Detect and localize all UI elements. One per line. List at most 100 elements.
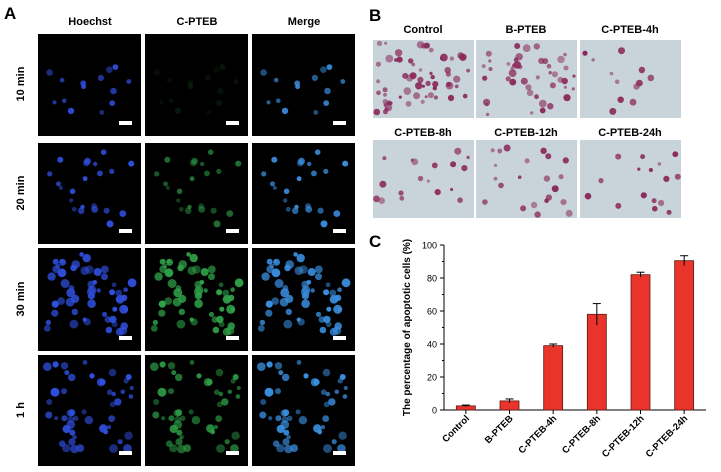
cell-nucleus (69, 429, 76, 436)
cell-nucleus (265, 309, 273, 317)
cell-nucleus (222, 295, 232, 304)
cell-nucleus (261, 272, 270, 281)
micrograph-pteb-10-min (145, 34, 248, 136)
cell-nucleus (128, 160, 135, 167)
cell-nucleus (115, 327, 124, 336)
cell-nucleus (204, 74, 211, 81)
scale-bar (119, 121, 132, 125)
cell-nucleus (109, 401, 116, 408)
cell-nucleus (286, 435, 291, 440)
stained-cell (514, 43, 521, 49)
cell-nucleus (324, 87, 331, 95)
cell-nucleus (99, 110, 105, 115)
cell-nucleus (208, 273, 215, 281)
cell-nucleus (206, 110, 212, 115)
cell-nucleus (266, 258, 273, 265)
stained-cell (461, 165, 468, 172)
cell-nucleus (270, 181, 275, 187)
stain-label-b-pteb: B-PTEB (505, 24, 547, 36)
cell-nucleus (296, 360, 302, 365)
stained-cell (485, 50, 492, 57)
cell-nucleus (266, 361, 273, 368)
cell-nucleus (101, 311, 108, 317)
cell-nucleus (164, 297, 172, 305)
cell-nucleus (60, 362, 69, 370)
stained-cell (572, 74, 576, 78)
stained-cell (525, 84, 532, 91)
cell-nucleus (210, 207, 217, 214)
cell-nucleus (314, 265, 323, 274)
stained-cell (498, 182, 504, 189)
cell-nucleus (218, 282, 224, 288)
stained-cell (637, 167, 641, 171)
cell-nucleus (93, 161, 98, 167)
cell-nucleus (299, 265, 308, 274)
scale-bar (333, 121, 346, 125)
stained-cell (382, 87, 388, 93)
cell-nucleus (226, 210, 234, 217)
cell-nucleus (230, 287, 235, 292)
stained-cell (403, 87, 412, 95)
stained-cell (445, 81, 454, 90)
stained-cell (394, 49, 403, 57)
cell-nucleus (179, 435, 184, 440)
stained-cell (571, 87, 575, 91)
cell-nucleus (284, 264, 291, 272)
cell-nucleus (203, 378, 212, 387)
bar-c-pteb-8h (586, 313, 607, 411)
cell-nucleus (340, 79, 346, 84)
stained-cell (383, 92, 387, 97)
cell-nucleus (271, 156, 278, 163)
cell-nucleus (213, 220, 221, 228)
cell-nucleus (280, 420, 290, 429)
cell-nucleus (224, 439, 230, 445)
micrograph-hoechst-1-h (38, 355, 141, 466)
cell-nucleus (97, 170, 103, 177)
stained-cell (551, 71, 558, 78)
stained-cell (411, 158, 419, 166)
cell-nucleus (120, 389, 126, 395)
stained-cell (534, 211, 541, 218)
stained-cell (454, 147, 462, 155)
cell-nucleus (216, 315, 224, 324)
micrograph-hoechst-10-min (38, 34, 141, 136)
cell-nucleus (285, 206, 291, 212)
stained-cell (420, 99, 425, 104)
stained-cell (614, 79, 620, 85)
cell-nucleus (111, 321, 118, 328)
y-tick-label: 0 (432, 406, 437, 416)
cell-nucleus (282, 373, 290, 382)
stained-cell (432, 81, 439, 88)
cell-nucleus (326, 64, 333, 70)
stained-cell (450, 187, 454, 192)
stained-cell (466, 68, 470, 73)
cell-nucleus (109, 289, 116, 296)
cell-nucleus (96, 378, 105, 387)
micrograph-hoechst-20-min (38, 143, 141, 244)
cell-nucleus (123, 307, 128, 312)
stained-cell (520, 205, 527, 212)
cell-nucleus (124, 431, 133, 440)
stained-cell (379, 180, 387, 188)
stained-cell (408, 58, 414, 64)
cell-nucleus (291, 207, 299, 215)
cell-nucleus (73, 415, 79, 421)
cell-nucleus (301, 292, 309, 300)
cell-nucleus (109, 168, 115, 174)
cell-nucleus (320, 389, 327, 395)
cell-nucleus (219, 64, 226, 70)
cell-nucleus (178, 206, 184, 212)
cell-nucleus (58, 440, 66, 447)
stained-cell (545, 153, 552, 160)
cell-nucleus (319, 326, 327, 334)
cell-nucleus (84, 416, 94, 425)
cell-nucleus (52, 100, 57, 105)
stained-cell (539, 107, 546, 114)
cell-nucleus (337, 307, 342, 312)
cell-nucleus (72, 435, 77, 440)
cell-nucleus (265, 300, 273, 308)
cell-nucleus (104, 316, 112, 323)
cell-nucleus (173, 409, 181, 417)
stained-cell (432, 86, 437, 91)
stained-cell (560, 199, 567, 206)
